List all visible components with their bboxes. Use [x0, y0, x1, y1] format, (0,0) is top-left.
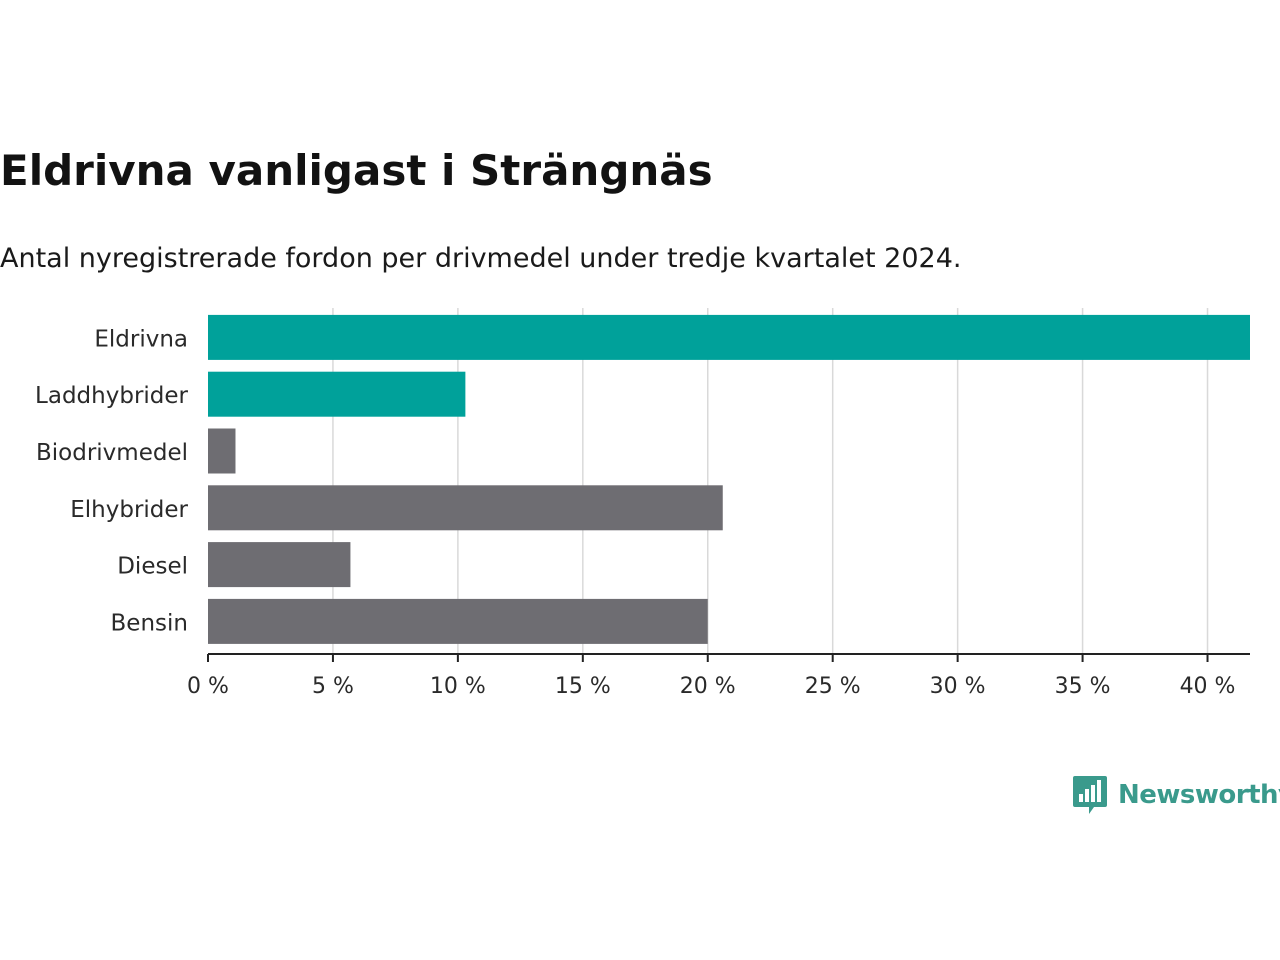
bar-bensin	[208, 598, 708, 644]
newsworthy-wordmark: Newsworthy	[1118, 780, 1280, 810]
x-tick-label-20: 20 %	[680, 674, 736, 699]
category-label-biodrivmedel: Biodrivmedel	[36, 440, 188, 466]
newsworthy-logo-icon	[1073, 776, 1107, 814]
bar-chart: Eldrivna Laddhybrider Biodrivmedel Elhybrid…	[35, 308, 1250, 699]
x-tick-label-40: 40 %	[1180, 674, 1236, 699]
bar-elhybrider	[208, 485, 723, 531]
x-tick-label-35: 35 %	[1055, 674, 1111, 699]
bar-biodrivmedel	[208, 428, 236, 474]
newsworthy-logo: Newsworthy	[1072, 772, 1280, 818]
bar-laddhybrider	[208, 371, 466, 417]
x-tick-label-30: 30 %	[930, 674, 986, 699]
bar-eldrivna	[208, 314, 1250, 360]
chart-title: Eldrivna vanligast i Strängnäs	[0, 146, 713, 195]
grid-lines	[332, 308, 1209, 654]
x-tick-label-15: 15 %	[555, 674, 611, 699]
category-labels: Eldrivna Laddhybrider Biodrivmedel Elhybrid…	[35, 326, 188, 636]
chart-subtitle: Antal nyregistrerade fordon per drivmede…	[0, 243, 962, 274]
x-axis: 0 % 5 % 10 % 15 % 20 % 25 % 30 % 35 % 40 %	[187, 653, 1250, 699]
category-label-elhybrider: Elhybrider	[70, 497, 188, 523]
x-tick-label-0: 0 %	[187, 674, 229, 699]
category-label-bensin: Bensin	[111, 610, 188, 636]
category-label-eldrivna: Eldrivna	[94, 326, 188, 352]
category-label-diesel: Diesel	[117, 554, 188, 580]
x-tick-label-25: 25 %	[805, 674, 861, 699]
bar-diesel	[208, 542, 351, 588]
x-tick-label-10: 10 %	[430, 674, 486, 699]
bars	[208, 314, 1250, 644]
category-label-laddhybrider: Laddhybrider	[35, 383, 188, 409]
x-tick-label-5: 5 %	[312, 674, 354, 699]
